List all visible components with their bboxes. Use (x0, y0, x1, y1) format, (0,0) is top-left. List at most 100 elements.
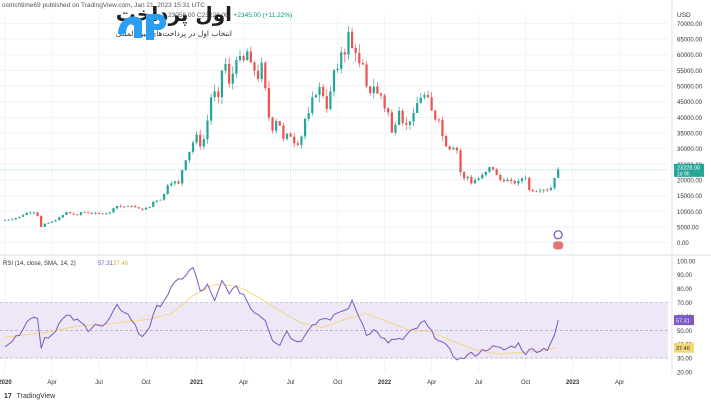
candle-body (177, 181, 180, 184)
rsi-legend-value: 57.31 (98, 261, 114, 267)
candle-body (11, 219, 14, 221)
rsi-line (4, 266, 559, 361)
time-tick-label: Jul (95, 380, 103, 386)
event-marker-icon[interactable] (553, 230, 563, 240)
rsi-tick-label: 90.00 (677, 273, 693, 279)
candle-body (506, 179, 509, 182)
candle-body (155, 200, 158, 202)
candle-body (441, 120, 444, 137)
candle-body (159, 199, 162, 201)
rsi-tick-label: 20.00 (677, 371, 693, 377)
published-caption: ostrichtime69 published on TradingView.c… (2, 2, 205, 9)
economic-event-flag-icon[interactable] (553, 241, 564, 250)
candle-body (463, 172, 466, 179)
price-tick-label: 10000.00 (677, 210, 703, 216)
candle-body (491, 167, 495, 170)
price-tick-label: 20000.00 (677, 178, 703, 184)
candle-body (123, 206, 126, 208)
candle-body (520, 178, 524, 182)
candle-body (220, 70, 224, 98)
candle-body (538, 190, 542, 192)
candle-body (43, 223, 46, 227)
candle-body (390, 112, 393, 133)
candle-body (126, 206, 130, 207)
candle-body (546, 189, 549, 191)
candle-body (484, 171, 487, 175)
candle-body (260, 62, 263, 80)
candle-body (325, 96, 328, 109)
candle-body (173, 181, 177, 184)
candle-body (379, 93, 383, 96)
candle-body (347, 31, 350, 55)
candle-body (97, 213, 101, 215)
candle-body (79, 212, 83, 215)
candle-body (350, 31, 354, 49)
candle-body (18, 216, 21, 219)
candle-body (105, 213, 108, 215)
time-tick-label: 2020 (0, 380, 12, 386)
candle-body (50, 221, 54, 223)
candle-body (206, 120, 209, 140)
candle-body (513, 180, 516, 184)
candle-body (235, 60, 238, 74)
candle-body (430, 97, 433, 111)
candle-body (318, 86, 321, 96)
candle-body (209, 97, 213, 121)
price-chart[interactable]: 70000.00 65000.00 60000.00 55000.00 50000.00… (0, 0, 711, 390)
ohlc-values: 23058.00 C23228.00 (168, 12, 229, 19)
rsi-tick-label: 50.00 (677, 329, 693, 335)
candle-body (282, 125, 285, 139)
candle-body (54, 220, 57, 222)
candle-body (134, 206, 137, 208)
price-tick-label: 35000.00 (677, 132, 703, 138)
ohlc-readout: 23058.00 C23228.00 +2345.00 (+11.22%) (168, 12, 292, 19)
candle-body (372, 86, 375, 94)
candle-body (412, 112, 415, 122)
time-tick-label: Jul (475, 380, 483, 386)
price-tick-label: 65000.00 (677, 38, 703, 44)
candle-body (434, 110, 437, 120)
candle-body (452, 147, 455, 150)
rsi-value-label: 57.31 (676, 318, 690, 324)
candle-body (369, 86, 372, 94)
tradingview-footer: 17 TradingView (4, 393, 55, 400)
rsi-ma-badge (674, 342, 694, 353)
rsi-ma-legend-value: 37.46 (113, 261, 129, 267)
candle-body (271, 117, 274, 131)
last-price-badge (674, 163, 704, 177)
candle-body (278, 121, 281, 126)
candle-body (231, 73, 234, 84)
candle-body (408, 121, 412, 125)
candle-body (148, 206, 151, 208)
candle-body (166, 185, 169, 194)
price-tick-label: 70000.00 (677, 22, 703, 28)
candle-body (76, 214, 79, 216)
rsi-tick-label: 30.00 (677, 357, 693, 363)
tradingview-label: TradingView (16, 393, 56, 400)
candle-body (137, 207, 140, 209)
candle-body (401, 110, 404, 124)
candle-body (108, 212, 111, 214)
candle-body (416, 103, 419, 113)
candle-body (336, 68, 339, 71)
price-tick-label: 55000.00 (677, 69, 703, 75)
candle-body (293, 136, 296, 144)
price-tick-label: 45000.00 (677, 100, 703, 106)
candle-body (459, 150, 462, 173)
candle-body (289, 133, 292, 137)
candle-body (90, 213, 93, 214)
candle-body (322, 86, 325, 97)
candle-body (191, 142, 195, 152)
price-unit-label: USD (677, 12, 691, 19)
price-tick-label: 15000.00 (677, 194, 703, 200)
price-change: +2345.00 (+11.22%) (233, 12, 293, 19)
candle-body (535, 191, 538, 193)
candle-body (549, 187, 553, 191)
candle-body (40, 215, 43, 227)
candle-body (311, 97, 314, 114)
candle-body (383, 95, 386, 109)
candle-body (249, 51, 252, 63)
candle-body (426, 95, 430, 98)
candle-body (354, 48, 357, 53)
